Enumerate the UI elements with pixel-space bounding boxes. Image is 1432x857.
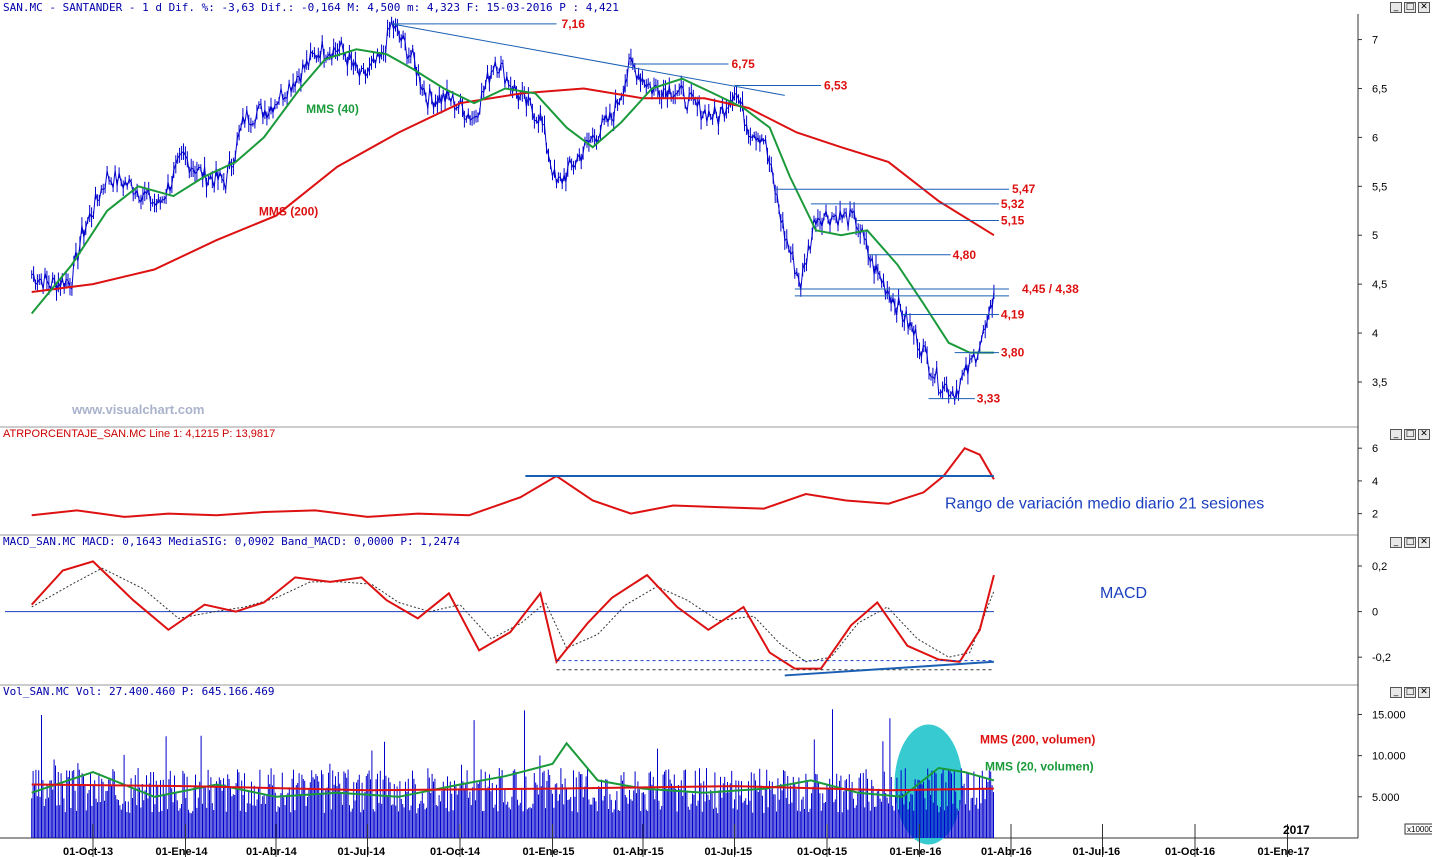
x-tick-label: 01-Ene-15 xyxy=(522,846,574,857)
mms40-series xyxy=(30,48,994,354)
x-tick-label: 01-Abr-14 xyxy=(246,846,298,857)
x-tick-label: 01-Ene-14 xyxy=(156,846,209,857)
y-tick-label: -0,2 xyxy=(1372,652,1391,664)
close-icon[interactable]: ✕ xyxy=(1418,2,1430,13)
level-label: 6,53 xyxy=(824,79,848,93)
vol-mms200-label: MMS (200, volumen) xyxy=(980,732,1095,746)
x-tick-label: 01-Oct-13 xyxy=(63,846,113,857)
y-tick-label: 6 xyxy=(1372,443,1378,455)
year-marker: 2017 xyxy=(1283,823,1310,837)
x-tick-label: 01-Jul-14 xyxy=(337,846,386,857)
y-tick-label: 4,5 xyxy=(1372,279,1387,291)
atr-panel: 6 4 2 Rango de variación medio diario 21 se… xyxy=(31,443,1378,521)
y-tick-label: 4 xyxy=(1372,328,1378,340)
macd-panel-title: MACD_SAN.MC MACD: 0,1643 MediaSIG: 0,090… xyxy=(3,535,460,548)
y-tick-label: 3,5 xyxy=(1372,377,1387,389)
atr-series xyxy=(31,446,995,518)
level-label: 3,80 xyxy=(1001,346,1025,360)
y-tick-label: 2 xyxy=(1372,509,1378,521)
maximize-icon[interactable]: □ xyxy=(1404,687,1416,698)
minimize-icon[interactable]: _ xyxy=(1390,537,1402,548)
atr-panel-title: ATRPORCENTAJE_SAN.MC Line 1: 4,1215 P: 1… xyxy=(3,428,275,440)
level-label: 3,33 xyxy=(977,392,1001,406)
y-tick-label: 5,5 xyxy=(1372,181,1387,193)
maximize-icon[interactable]: □ xyxy=(1404,537,1416,548)
y-tick-label: 10.000 xyxy=(1372,751,1406,763)
y-tick-label: 6,5 xyxy=(1372,83,1387,95)
level-label: 6,75 xyxy=(731,57,755,71)
y-tick-label: 4 xyxy=(1372,476,1378,488)
macd-annotation: MACD xyxy=(1100,585,1147,602)
mms200-series xyxy=(31,87,995,293)
y-tick-label: 0,2 xyxy=(1372,561,1387,573)
level-label: 5,32 xyxy=(1001,197,1025,211)
volume-panel-title: Vol_SAN.MC Vol: 27.400.460 P: 645.166.46… xyxy=(3,685,275,698)
price-panel: 7 6,5 6 5,5 5 4,5 4 3,5 7,16 6,75 6,53 5,475,32 5,15… xyxy=(30,16,1387,406)
level-label: 4,80 xyxy=(953,248,977,262)
volume-highlight xyxy=(894,724,963,845)
watermark: www.visualchart.com xyxy=(71,402,204,417)
x-tick-label: 01-Abr-16 xyxy=(981,846,1032,857)
macd-divergence-line xyxy=(784,660,994,677)
vol-mms200-series xyxy=(31,783,994,792)
scale-badge xyxy=(1404,823,1432,835)
volume-bars xyxy=(31,709,994,838)
level-label: 4,19 xyxy=(1001,307,1025,321)
y-tick-label: 5.000 xyxy=(1372,792,1400,804)
macd-panel: 0,2 0 -0,2 MACD xyxy=(5,560,1391,677)
x-tick-label: 01-Jul-16 xyxy=(1072,846,1120,857)
macd-series xyxy=(30,560,995,670)
y-tick-label: 7 xyxy=(1372,35,1378,47)
minimize-icon[interactable]: _ xyxy=(1390,429,1402,440)
mms200-label: MMS (200) xyxy=(259,205,318,219)
mms40-label: MMS (40) xyxy=(306,102,359,116)
y-tick-label: 0 xyxy=(1372,607,1378,619)
x-tick-label: 01-Oct-15 xyxy=(797,846,847,857)
maximize-icon[interactable]: □ xyxy=(1404,2,1416,13)
close-icon[interactable]: ✕ xyxy=(1418,537,1430,548)
x-tick-label: 01-Oct-16 xyxy=(1165,846,1215,857)
price-header-strip xyxy=(0,0,1358,14)
volume-panel: 15.000 10.000 5.000 MMS (200, volumen) MMS (… xyxy=(31,709,1432,845)
level-label: 7,16 xyxy=(562,17,586,31)
vol-mms20-series xyxy=(31,741,995,798)
level-label: 5,47 xyxy=(1012,182,1036,196)
macd-signal-series xyxy=(31,567,995,663)
x-tick-label: 01-Oct-14 xyxy=(430,846,481,857)
scale-label: x10000 xyxy=(1407,825,1432,834)
maximize-icon[interactable]: □ xyxy=(1404,429,1416,440)
x-tick-label: 01-Abr-15 xyxy=(613,846,664,857)
y-tick-label: 15.000 xyxy=(1372,709,1406,721)
level-label: 5,15 xyxy=(1001,214,1025,228)
y-tick-label: 6 xyxy=(1372,132,1378,144)
x-tick-label: 01-Jul-15 xyxy=(704,846,752,857)
close-icon[interactable]: ✕ xyxy=(1418,687,1430,698)
close-icon[interactable]: ✕ xyxy=(1418,429,1430,440)
price-panel-title: SAN.MC - SANTANDER - 1 d Dif. %: -3,63 D… xyxy=(3,1,619,14)
x-axis: 01-Oct-13 01-Ene-14 01-Abr-14 01-Jul-14 01-O… xyxy=(63,823,1310,857)
x-tick-label: 01-Ene-16 xyxy=(889,846,941,857)
x-tick-label: 01-Ene-17 xyxy=(1257,846,1309,857)
price-series xyxy=(31,20,995,401)
vol-mms20-label: MMS (20, volumen) xyxy=(985,759,1094,773)
level-label: 4,45 / 4,38 xyxy=(1022,282,1079,296)
trendline xyxy=(391,23,785,96)
minimize-icon[interactable]: _ xyxy=(1390,687,1402,698)
y-tick-label: 5 xyxy=(1372,230,1378,242)
atr-annotation: Rango de variación medio diario 21 sesio… xyxy=(945,496,1264,513)
minimize-icon[interactable]: _ xyxy=(1390,2,1402,13)
